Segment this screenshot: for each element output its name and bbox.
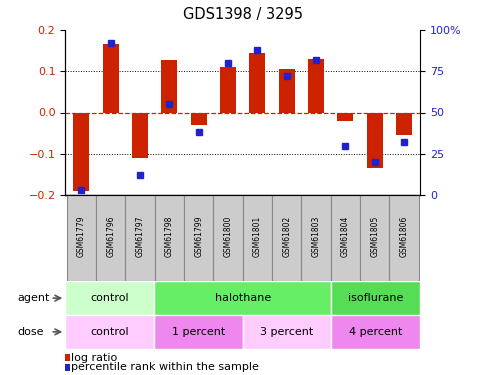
Bar bbox=[396, 112, 412, 135]
Bar bbox=[242, 315, 331, 349]
Bar bbox=[155, 195, 184, 281]
Bar bbox=[213, 195, 242, 281]
Text: GSM61802: GSM61802 bbox=[282, 216, 291, 257]
Bar bbox=[67, 195, 96, 281]
Bar bbox=[331, 195, 360, 281]
Bar bbox=[242, 195, 272, 281]
Bar bbox=[331, 315, 420, 349]
Bar bbox=[73, 112, 89, 191]
Text: control: control bbox=[90, 293, 129, 303]
Text: 1 percent: 1 percent bbox=[172, 327, 225, 337]
Bar bbox=[301, 195, 331, 281]
Text: GSM61803: GSM61803 bbox=[312, 216, 321, 257]
Bar bbox=[331, 281, 420, 315]
Bar bbox=[65, 281, 154, 315]
Bar bbox=[220, 67, 236, 112]
Bar bbox=[154, 315, 243, 349]
Text: GSM61801: GSM61801 bbox=[253, 216, 262, 257]
Bar bbox=[191, 112, 207, 125]
Text: GSM61798: GSM61798 bbox=[165, 216, 174, 257]
Bar bbox=[102, 45, 119, 112]
Bar bbox=[132, 112, 148, 158]
Text: GSM61797: GSM61797 bbox=[136, 216, 144, 257]
Text: dose: dose bbox=[17, 327, 43, 337]
Bar bbox=[249, 53, 266, 112]
Text: 3 percent: 3 percent bbox=[260, 327, 313, 337]
Text: GSM61800: GSM61800 bbox=[224, 216, 232, 257]
Text: control: control bbox=[90, 327, 129, 337]
Text: 4 percent: 4 percent bbox=[349, 327, 402, 337]
Bar bbox=[96, 195, 126, 281]
Text: GDS1398 / 3295: GDS1398 / 3295 bbox=[183, 8, 303, 22]
Text: percentile rank within the sample: percentile rank within the sample bbox=[71, 363, 259, 372]
Text: halothane: halothane bbox=[214, 293, 271, 303]
Bar bbox=[161, 60, 177, 112]
Bar bbox=[337, 112, 354, 121]
Text: log ratio: log ratio bbox=[71, 353, 117, 363]
Bar bbox=[308, 59, 324, 112]
Text: isoflurane: isoflurane bbox=[348, 293, 403, 303]
Bar bbox=[389, 195, 419, 281]
Text: GSM61805: GSM61805 bbox=[370, 216, 379, 257]
Bar bbox=[184, 195, 213, 281]
Bar bbox=[272, 195, 301, 281]
Text: GSM61779: GSM61779 bbox=[77, 216, 86, 257]
Text: GSM61796: GSM61796 bbox=[106, 216, 115, 257]
Bar bbox=[154, 281, 331, 315]
Bar bbox=[65, 315, 154, 349]
Bar bbox=[360, 195, 389, 281]
Bar bbox=[126, 195, 155, 281]
Text: GSM61799: GSM61799 bbox=[194, 216, 203, 257]
Bar bbox=[367, 112, 383, 168]
Text: agent: agent bbox=[17, 293, 49, 303]
Text: GSM61806: GSM61806 bbox=[399, 216, 409, 257]
Bar bbox=[279, 69, 295, 112]
Text: GSM61804: GSM61804 bbox=[341, 216, 350, 257]
